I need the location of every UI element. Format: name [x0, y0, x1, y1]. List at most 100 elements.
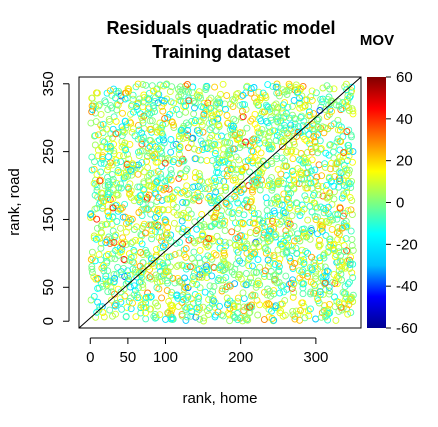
scatter-point: [310, 132, 318, 140]
scatter-point: [149, 259, 157, 267]
scatter-point: [232, 153, 240, 161]
scatter-point: [182, 134, 190, 142]
scatter-point: [161, 159, 169, 167]
scatter-point: [182, 199, 190, 207]
scatter-point: [340, 149, 348, 156]
scatter-point: [189, 135, 197, 142]
scatter-point: [90, 292, 98, 300]
scatter-point: [193, 281, 201, 289]
scatter-point: [136, 147, 144, 155]
scatter-point: [255, 169, 263, 177]
scatter-point: [218, 132, 225, 140]
scatter-point: [289, 307, 297, 315]
scatter-point: [321, 263, 329, 271]
scatter-point: [189, 263, 197, 271]
scatter-point: [292, 81, 300, 89]
scatter-point: [266, 301, 274, 309]
scatter-point: [191, 117, 199, 124]
scatter-point: [223, 112, 231, 119]
scatter-point: [99, 129, 107, 137]
scatter-point: [180, 251, 188, 259]
scatter-point: [95, 131, 102, 139]
scatter-point: [292, 199, 300, 207]
scatter-point: [155, 273, 163, 280]
scatter-point: [178, 312, 186, 320]
scatter-point: [251, 135, 259, 143]
scatter-point: [257, 129, 265, 137]
scatter-point: [162, 315, 169, 323]
scatter-point: [155, 184, 163, 192]
scatter-point: [145, 221, 153, 229]
scatter-point: [169, 142, 177, 150]
scatter-point: [135, 209, 143, 216]
scatter-point: [315, 161, 323, 169]
scatter-point: [229, 125, 236, 133]
scatter-point: [183, 182, 191, 190]
scatter-point: [221, 183, 229, 191]
y-axis: 0 50 150 250 350: [40, 71, 70, 325]
scatter-point: [104, 181, 112, 189]
scatter-point: [159, 107, 167, 115]
scatter-point: [235, 241, 243, 249]
scatter-point: [348, 235, 356, 243]
scatter-point: [210, 283, 218, 290]
scatter-point: [163, 95, 171, 103]
scatter-point: [134, 294, 142, 302]
scatter-point: [240, 141, 248, 149]
scatter-point: [117, 205, 125, 213]
scatter-point: [258, 168, 266, 176]
scatter-point: [282, 272, 290, 280]
scatter-point: [127, 102, 135, 110]
scatter-point: [190, 97, 198, 105]
scatter-point: [273, 109, 281, 117]
scatter-point: [153, 128, 161, 136]
scatter-point: [204, 243, 212, 251]
scatter-point: [282, 231, 290, 239]
scatter-point: [208, 157, 216, 165]
scatter-point: [120, 128, 128, 136]
scatter-point: [88, 166, 96, 174]
scatter-point: [314, 123, 322, 131]
scatter-point: [244, 316, 252, 324]
scatter-point: [161, 177, 169, 185]
scatter-point: [346, 194, 354, 201]
scatter-point: [173, 203, 181, 211]
scatter-point: [212, 101, 220, 109]
scatter-point: [197, 137, 205, 145]
scatter-point: [126, 283, 134, 291]
scatter-point: [217, 90, 224, 98]
colorbar-title: MOV: [360, 32, 394, 49]
scatter-point: [283, 91, 291, 98]
scatter-point: [117, 224, 124, 232]
scatter-point: [349, 158, 356, 166]
scatter-point: [199, 230, 207, 238]
scatter-point: [161, 115, 169, 122]
scatter-point: [307, 290, 314, 298]
scatter-point: [139, 81, 147, 88]
scatter-point: [312, 268, 320, 276]
scatter-point: [282, 249, 290, 257]
scatter-point: [331, 173, 339, 181]
scatter-point: [302, 248, 310, 256]
scatter-point: [175, 225, 183, 233]
scatter-point: [142, 304, 150, 311]
colorbar-ticks: -60 -40 -20 0 20 40 60: [386, 69, 418, 337]
scatter-point: [191, 145, 198, 153]
scatter-point: [106, 118, 114, 126]
scatter-point: [153, 85, 161, 93]
scatter-point: [170, 219, 178, 227]
scatter-point: [114, 191, 122, 199]
scatter-point: [256, 186, 264, 194]
scatter-point: [315, 299, 323, 307]
scatter-point: [148, 147, 156, 155]
colorbar: [367, 77, 386, 328]
scatter-point: [278, 130, 286, 138]
scatter-point: [148, 109, 156, 116]
scatter-point: [307, 305, 314, 313]
scatter-point: [264, 238, 272, 245]
scatter-point: [264, 256, 272, 264]
scatter-point: [232, 241, 239, 249]
scatter-point: [161, 216, 169, 224]
scatter-point: [250, 268, 258, 276]
scatter-point: [240, 295, 248, 303]
